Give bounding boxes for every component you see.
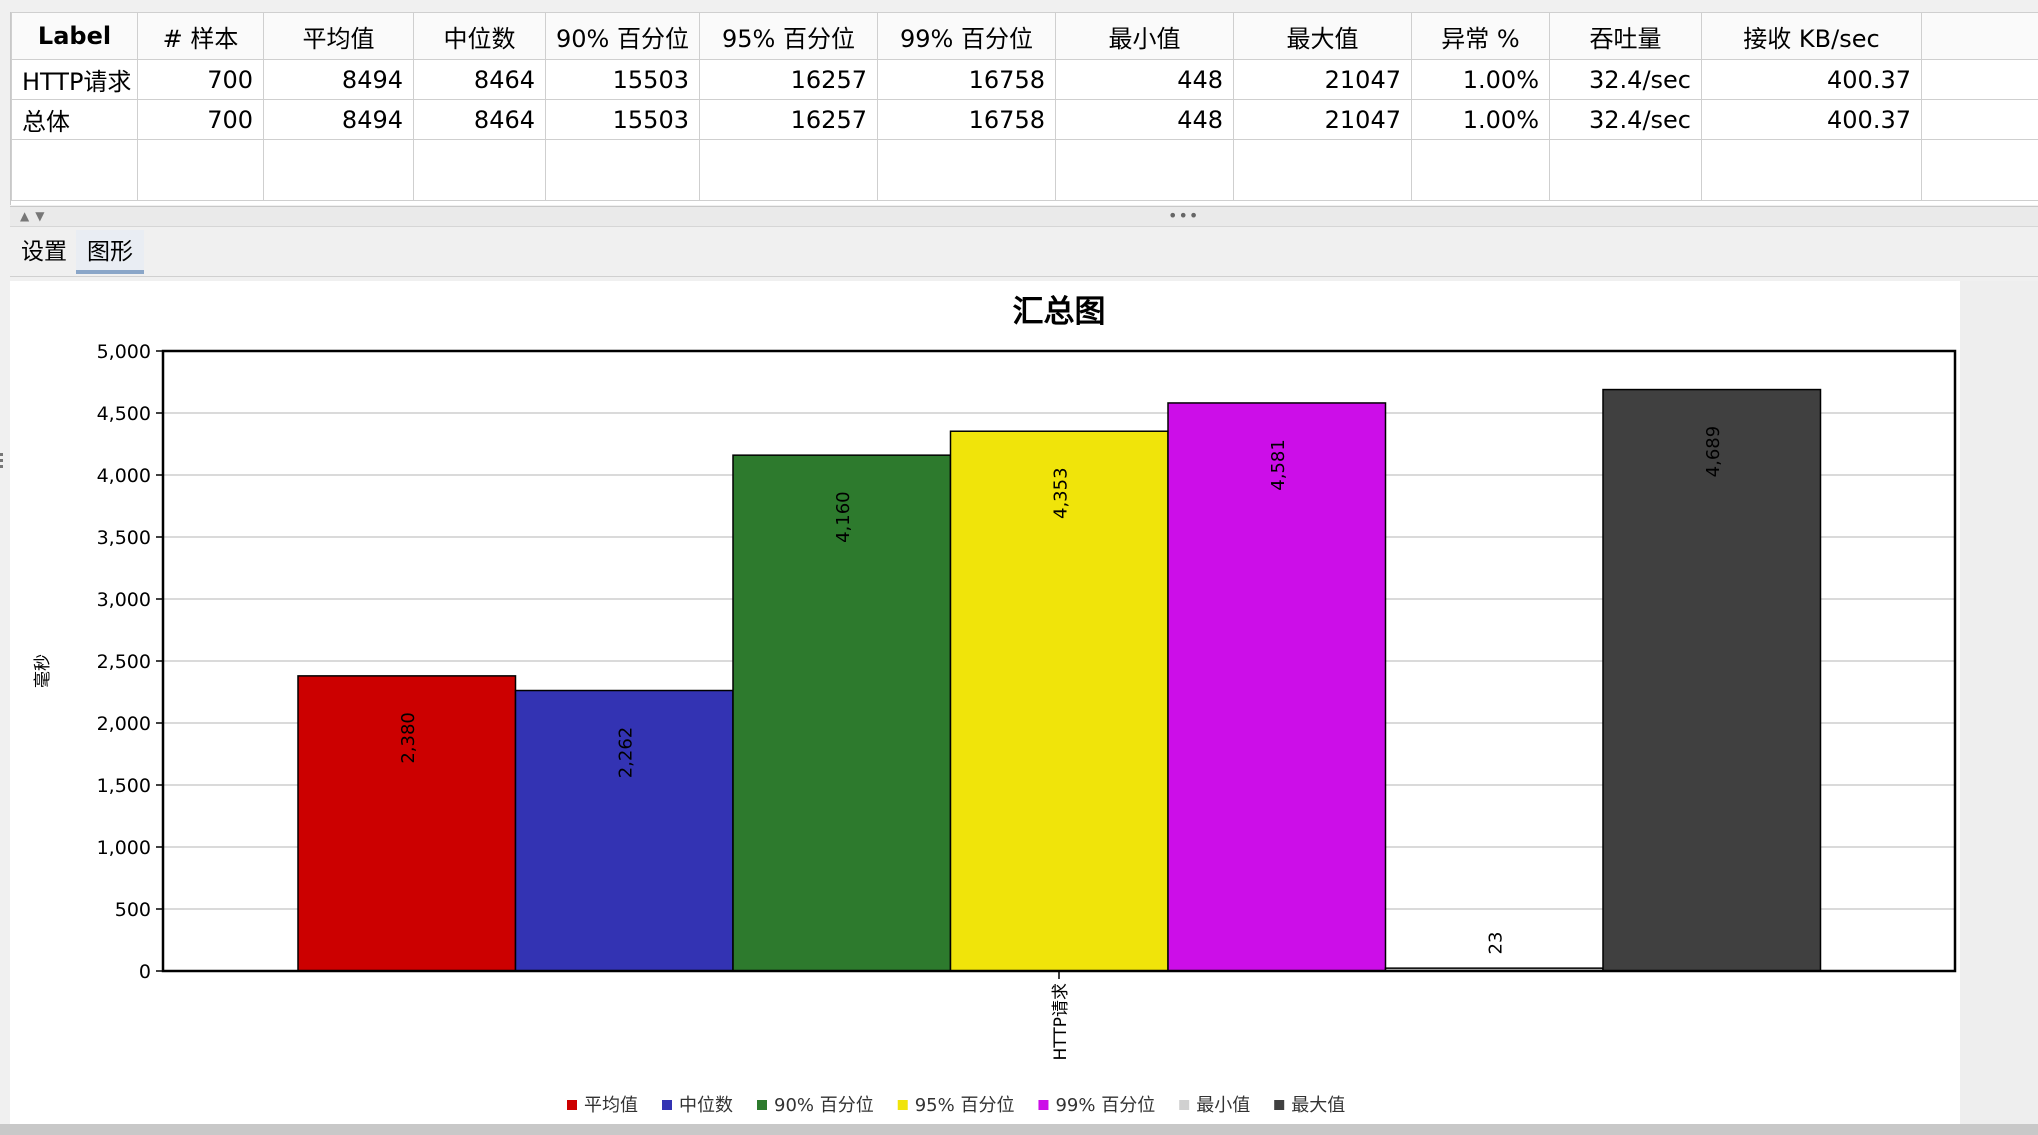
- legend-swatch: [567, 1100, 577, 1110]
- y-tick-label: 2,000: [97, 713, 151, 735]
- table-cell-empty: [1921, 99, 2038, 140]
- legend-swatch: [757, 1100, 767, 1110]
- y-tick-label: 500: [115, 899, 151, 921]
- table-cell: 700: [137, 59, 264, 100]
- y-tick-label: 0: [139, 961, 151, 983]
- aggregate-table-pane: Label # 样本 平均值 中位数 90% 百分位 95% 百分位 99% 百…: [10, 12, 2038, 205]
- table-cell: 15503: [545, 59, 700, 100]
- table-cell: 400.37: [1701, 99, 1922, 140]
- table-cell: 16257: [699, 99, 878, 140]
- table-cell: 700: [137, 99, 264, 140]
- column-header[interactable]: 中位数: [413, 12, 546, 60]
- column-header[interactable]: 接收 KB/sec: [1701, 12, 1922, 60]
- bar-value-label: 4,689: [1703, 426, 1724, 478]
- pane-splitter[interactable]: ▲▼ •••: [10, 206, 2038, 227]
- splitter-grip-icon[interactable]: •••: [1168, 206, 1200, 225]
- bar-最大值: [1602, 388, 1822, 972]
- table-cell: 21047: [1233, 59, 1412, 100]
- table-cell: 16257: [699, 59, 878, 100]
- table-cell: HTTP请求: [11, 59, 138, 100]
- y-tick-label: 4,500: [97, 403, 151, 425]
- y-axis-label: 毫秒: [33, 654, 53, 688]
- column-header[interactable]: 95% 百分位: [699, 12, 878, 60]
- table-cell: 8494: [263, 99, 414, 140]
- column-header[interactable]: 最大值: [1233, 12, 1412, 60]
- table-row-empty: [11, 139, 2038, 201]
- column-header[interactable]: 异常 %: [1411, 12, 1550, 60]
- table-cell: 400.37: [1701, 59, 1922, 100]
- table-cell: 1.00%: [1411, 99, 1550, 140]
- y-tick-label: 1,500: [97, 775, 151, 797]
- legend-item: 最大值: [1291, 1095, 1345, 1116]
- legend-swatch: [1179, 1100, 1190, 1110]
- y-tick-label: 1,000: [97, 837, 151, 859]
- bar-90% 百分位: [732, 454, 952, 972]
- column-header[interactable]: 吞吐量: [1549, 12, 1702, 60]
- table-cell: 448: [1055, 59, 1234, 100]
- y-tick-label: 5,000: [97, 341, 151, 363]
- table-cell: 1.00%: [1411, 59, 1550, 100]
- bar-95% 百分位: [949, 430, 1169, 972]
- x-tick-label: HTTP请求: [1051, 983, 1071, 1061]
- table-cell: 8494: [263, 59, 414, 100]
- table-cell: 32.4/sec: [1549, 99, 1702, 140]
- column-header[interactable]: Label: [11, 12, 138, 60]
- y-tick-label: 3,000: [97, 589, 151, 611]
- chart-panel: 汇总图 0 500 1,000 1,500 2,000 2,500 3,000 3,500 4,0…: [10, 281, 1960, 1124]
- table-cell: 32.4/sec: [1549, 59, 1702, 100]
- left-resize-grip-icon[interactable]: [0, 450, 4, 480]
- legend-swatch: [662, 1100, 672, 1110]
- column-header-empty: [1921, 12, 2038, 60]
- table-cell: 8464: [413, 59, 546, 100]
- bar-99% 百分位: [1167, 402, 1387, 972]
- bar-value-label: 4,581: [1268, 439, 1289, 491]
- splitter-arrows-icon[interactable]: ▲▼: [20, 209, 51, 223]
- tab-settings[interactable]: 设置: [21, 239, 67, 265]
- column-header[interactable]: # 样本: [137, 12, 264, 60]
- column-header[interactable]: 平均值: [263, 12, 414, 60]
- column-header[interactable]: 90% 百分位: [545, 12, 700, 60]
- table-cell: 总体: [11, 99, 138, 140]
- aggregate-bar-chart: 汇总图 0 500 1,000 1,500 2,000 2,500 3,000 3,500 4,0…: [33, 294, 1957, 1116]
- table-cell: 448: [1055, 99, 1234, 140]
- chart-title: 汇总图: [1013, 294, 1106, 330]
- column-header[interactable]: 最小值: [1055, 12, 1234, 60]
- legend-item: 99% 百分位: [1055, 1095, 1155, 1116]
- tab-graph[interactable]: 图形: [76, 230, 144, 274]
- bar-value-label: 2,380: [398, 712, 419, 764]
- bottom-scrollbar[interactable]: [0, 1124, 2038, 1135]
- y-tick-label: 4,000: [97, 465, 151, 487]
- bar-value-label: 4,353: [1050, 467, 1071, 519]
- table-cell: 21047: [1233, 99, 1412, 140]
- legend-swatch: [897, 1100, 908, 1110]
- table-row[interactable]: 总体 700 8494 8464 15503 16257 16758 448 2…: [11, 99, 2038, 140]
- legend-item: 90% 百分位: [774, 1095, 874, 1116]
- table-cell: 16758: [877, 99, 1056, 140]
- bar-value-label: 2,262: [615, 727, 636, 779]
- chart-side-strip: [1960, 281, 2038, 1124]
- y-tick-label: 2,500: [97, 651, 151, 673]
- aggregate-table: Label # 样本 平均值 中位数 90% 百分位 95% 百分位 99% 百…: [11, 12, 2038, 201]
- legend-item: 平均值: [584, 1095, 638, 1116]
- legend-item: 中位数: [679, 1095, 733, 1116]
- legend-swatch: [1038, 1100, 1049, 1110]
- table-cell-empty: [1921, 59, 2038, 100]
- table-row[interactable]: HTTP请求 700 8494 8464 15503 16257 16758 4…: [11, 59, 2038, 100]
- tab-bar: 设置 图形: [10, 230, 2038, 277]
- bar-value-label: 23: [1485, 932, 1506, 955]
- table-cell: 8464: [413, 99, 546, 140]
- column-header[interactable]: 99% 百分位: [877, 12, 1056, 60]
- y-tick-label: 3,500: [97, 527, 151, 549]
- legend-item: 95% 百分位: [915, 1095, 1015, 1116]
- legend-swatch: [1274, 1100, 1285, 1110]
- bar-value-label: 4,160: [833, 491, 854, 543]
- table-cell: 15503: [545, 99, 700, 140]
- legend-item: 最小值: [1196, 1095, 1250, 1116]
- table-cell: 16758: [877, 59, 1056, 100]
- table-header-row: Label # 样本 平均值 中位数 90% 百分位 95% 百分位 99% 百…: [11, 12, 2038, 60]
